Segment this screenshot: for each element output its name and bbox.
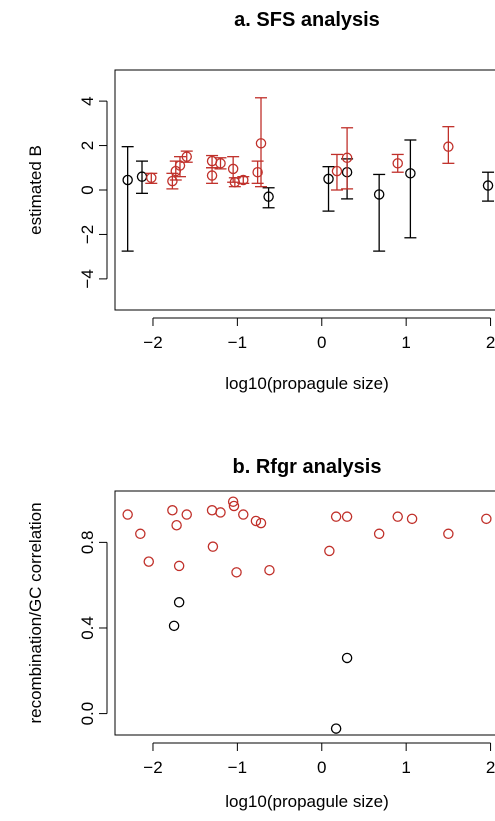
data-point-rfgr <box>227 496 239 507</box>
y-tick-label-sfs: −2 <box>78 225 97 244</box>
data-point-sfs <box>122 174 133 186</box>
panel-sfs: a. SFS analysis −2 −1 0 1 2 −4 −2 0 2 4 log10(pro… <box>26 9 495 393</box>
data-point-sfs <box>167 175 178 187</box>
data-point-sfs <box>252 166 263 178</box>
data-point-sfs <box>341 152 353 164</box>
data-point-rfgr <box>324 545 335 557</box>
y-tick-label-rfgr: 0.8 <box>78 531 97 555</box>
data-point-rfgr <box>330 723 342 734</box>
data-point-rfgr <box>255 517 267 529</box>
x-tick-label-rfgr: 1 <box>401 758 410 777</box>
data-point-rfgr <box>443 528 454 540</box>
data-point-sfs <box>174 160 186 171</box>
chart-title-rfgr: b. Rfgr analysis <box>233 456 382 478</box>
data-point-rfgr <box>173 560 185 572</box>
data-point-rfgr <box>135 528 146 540</box>
data-point-rfgr <box>181 509 192 520</box>
data-point-rfgr <box>392 511 403 522</box>
x-axis-label-rfgr: log10(propagule size) <box>225 792 389 811</box>
data-point-rfgr <box>330 511 342 522</box>
y-axis-label-sfs: estimated B <box>26 145 45 235</box>
chart-title-sfs: a. SFS analysis <box>234 9 380 31</box>
data-point-sfs <box>323 173 334 185</box>
data-point-rfgr <box>122 509 133 520</box>
y-tick-label-sfs: −4 <box>78 269 97 288</box>
x-tick-label-rfgr: 2 <box>486 758 495 777</box>
data-point-sfs <box>255 138 267 149</box>
data-point-sfs <box>392 158 403 169</box>
data-point-rfgr <box>231 567 242 578</box>
data-point-sfs <box>482 180 494 191</box>
x-tick-label-sfs: 1 <box>401 333 410 352</box>
data-point-rfgr <box>250 515 262 527</box>
data-point-rfgr <box>207 541 219 552</box>
y-tick-label-sfs: 2 <box>78 141 97 150</box>
data-point-rfgr <box>228 500 240 512</box>
x-tick-label-sfs: 2 <box>486 333 495 352</box>
data-point-rfgr <box>406 513 418 525</box>
x-tick-label-rfgr: −1 <box>228 758 247 777</box>
axes-sfs: −2 −1 0 1 2 −4 −2 0 2 4 <box>78 96 495 352</box>
x-tick-label-sfs: −2 <box>143 333 162 352</box>
x-tick-label-sfs: −1 <box>228 333 247 352</box>
data-point-sfs <box>215 158 226 169</box>
y-tick-label-sfs: 0 <box>78 185 97 194</box>
plot-box-sfs <box>114 69 495 311</box>
data-point-rfgr <box>341 652 353 664</box>
data-point-rfgr <box>143 556 155 567</box>
data-point-sfs <box>227 163 239 175</box>
plot-box-rfgr <box>114 490 495 736</box>
data-point-rfgr <box>481 513 492 525</box>
data-point-rfgr <box>173 597 185 608</box>
data-point-rfgr <box>167 505 178 516</box>
panel-rfgr: b. Rfgr analysis −2 −1 0 1 2 0.0 0.4 0.8 log10(… <box>26 456 495 811</box>
y-tick-label-rfgr: 0.0 <box>78 702 97 726</box>
data-point-sfs <box>181 151 192 162</box>
x-tick-label-rfgr: −2 <box>143 758 162 777</box>
data-point-sfs <box>405 168 416 179</box>
data-point-rfgr <box>341 511 353 522</box>
y-axis-label-rfgr: recombination/GC correlation <box>26 502 45 723</box>
x-tick-label-sfs: 0 <box>317 333 326 352</box>
data-point-rfgr <box>168 620 180 632</box>
x-tick-label-rfgr: 0 <box>317 758 326 777</box>
data-point-sfs <box>146 172 157 184</box>
data-points-sfs <box>121 97 495 252</box>
data-point-sfs <box>373 189 385 200</box>
data-point-rfgr <box>373 528 385 540</box>
data-point-rfgr <box>264 564 275 576</box>
data-point-sfs <box>263 191 274 202</box>
data-point-sfs <box>443 141 454 152</box>
data-points-rfgr <box>122 496 492 734</box>
data-point-rfgr <box>206 505 218 516</box>
x-axis-label-sfs: log10(propagule size) <box>225 374 389 393</box>
y-tick-label-rfgr: 0.4 <box>78 616 97 640</box>
y-tick-label-sfs: 4 <box>78 96 97 105</box>
data-point-rfgr <box>215 507 226 518</box>
data-point-rfgr <box>171 519 182 531</box>
data-point-sfs <box>331 165 343 177</box>
axes-rfgr: −2 −1 0 1 2 0.0 0.4 0.8 <box>78 531 495 777</box>
data-point-sfs <box>206 170 218 181</box>
data-point-sfs <box>238 174 249 186</box>
data-point-rfgr <box>238 509 249 520</box>
